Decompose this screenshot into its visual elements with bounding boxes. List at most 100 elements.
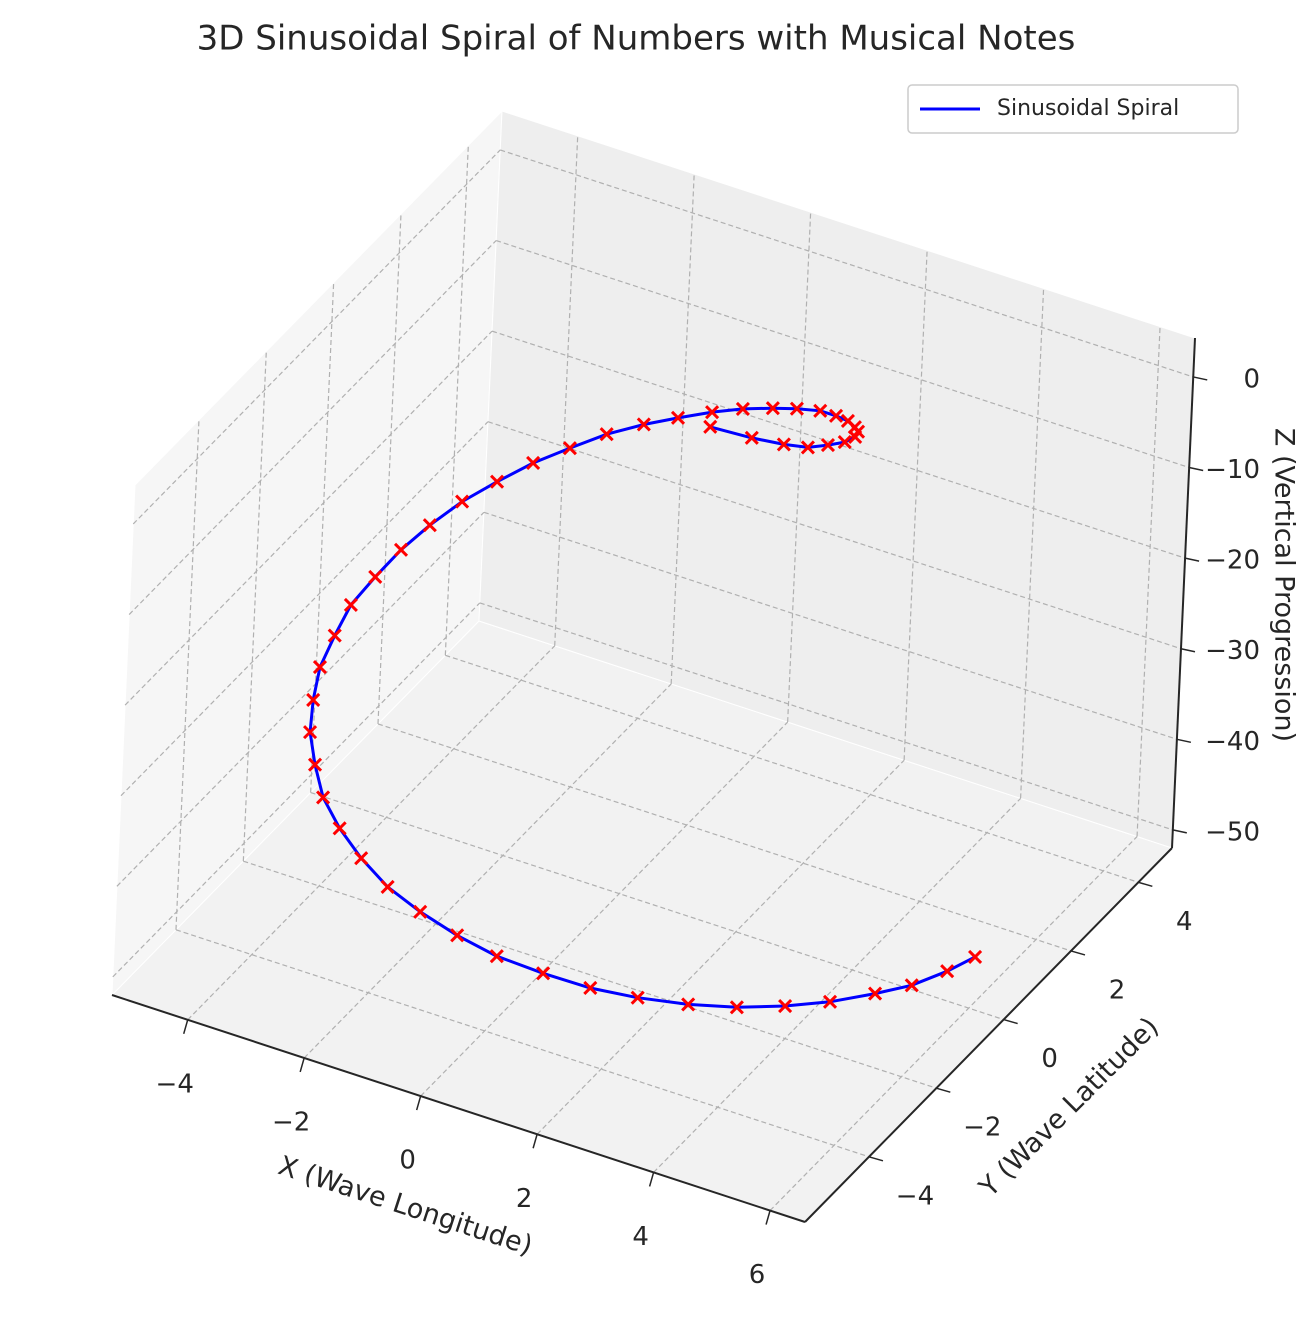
point-marker: [393, 542, 409, 557]
point-marker: [302, 725, 318, 740]
grid-line: [242, 351, 267, 862]
y-tick: [936, 1087, 951, 1093]
grid-line: [444, 145, 469, 656]
grid-line: [903, 250, 928, 761]
point-marker: [354, 851, 369, 866]
chart-title: 3D Sinusoidal Spiral of Numbers with Mus…: [197, 19, 1076, 59]
point-marker: [813, 403, 828, 418]
grid-line: [310, 791, 1004, 1021]
grid-line: [187, 645, 556, 1021]
point-marker: [800, 440, 815, 455]
point-marker: [562, 441, 577, 456]
point-marker: [413, 904, 428, 919]
y-tick-label: −2: [963, 1113, 1001, 1143]
grid-line: [1019, 288, 1045, 799]
y-tick-label: −4: [896, 1181, 934, 1211]
y-tick: [1003, 1018, 1018, 1025]
grid-line: [303, 683, 672, 1059]
z-tick: [1193, 376, 1208, 381]
grid-line: [536, 759, 905, 1135]
x-tick-label: 0: [399, 1146, 416, 1176]
x-tick: [299, 1057, 305, 1073]
grid-line: [420, 721, 789, 1097]
y-tick-label: 2: [1109, 975, 1126, 1005]
y-tick-label: 0: [1041, 1044, 1058, 1074]
point-marker: [735, 401, 750, 417]
grid-line: [787, 212, 812, 723]
legend: Sinusoidal Spiral: [907, 84, 1239, 134]
z-axis-label: Z (Vertical Progression): [1269, 428, 1297, 742]
point-marker: [904, 978, 919, 993]
point-marker: [778, 998, 793, 1014]
z-tick-label: −10: [1205, 455, 1260, 485]
point-marker: [820, 438, 836, 453]
point-marker: [789, 401, 804, 416]
grid-line: [377, 723, 1072, 952]
point-marker: [670, 410, 686, 425]
y-tick: [1070, 950, 1086, 956]
point-marker: [316, 790, 331, 805]
grid-line: [500, 149, 1194, 378]
z-tick: [1189, 466, 1204, 472]
grid-line: [670, 173, 695, 684]
grid-line: [495, 239, 1190, 469]
point-marker: [940, 964, 955, 979]
point-marker: [599, 427, 614, 442]
point-marker: [703, 419, 718, 434]
grid-line: [479, 602, 1174, 831]
z-tick-label: −40: [1205, 727, 1260, 757]
point-marker: [450, 928, 465, 943]
point-marker: [455, 494, 470, 509]
x-tick: [415, 1095, 422, 1111]
y-axis-label: Y (Wave Latitude): [973, 1011, 1165, 1203]
point-marker: [583, 980, 598, 996]
z-tick-label: −30: [1205, 636, 1260, 666]
z-tick: [1172, 829, 1187, 834]
grid-line: [554, 135, 579, 646]
grid-line: [243, 860, 937, 1089]
grid-line: [487, 421, 1182, 650]
point-marker: [327, 628, 342, 643]
x-tick: [765, 1210, 771, 1225]
point-marker: [729, 1000, 744, 1015]
point-marker: [306, 692, 321, 707]
grid-line: [653, 797, 1022, 1173]
grid-line: [128, 240, 497, 615]
point-marker: [705, 405, 720, 420]
x-tick: [648, 1172, 655, 1187]
z-tick-label: 0: [1243, 364, 1260, 394]
grid-line: [769, 836, 1138, 1211]
grid-line: [175, 929, 870, 1158]
point-marker: [636, 417, 651, 432]
y-axis: [804, 847, 1173, 1223]
point-marker: [765, 401, 780, 416]
point-marker: [868, 986, 883, 1001]
z-tick: [1184, 557, 1200, 562]
point-marker: [490, 474, 505, 489]
point-marker: [822, 994, 838, 1009]
grid-line: [120, 421, 489, 797]
grid-line: [124, 330, 493, 706]
z-tick-label: −20: [1205, 546, 1260, 576]
point-marker: [681, 997, 696, 1012]
point-marker: [489, 949, 504, 964]
legend-box: [907, 84, 1239, 134]
x-tick: [532, 1134, 538, 1149]
point-marker: [368, 569, 383, 584]
z-tick: [1180, 647, 1196, 653]
point-marker: [630, 990, 645, 1005]
point-marker: [837, 435, 852, 450]
point-marker: [307, 757, 323, 772]
point-marker: [848, 429, 863, 445]
y-tick-label: 4: [1176, 907, 1193, 937]
point-marker: [536, 966, 551, 981]
grid-line: [445, 654, 1139, 883]
point-marker: [380, 879, 395, 894]
point-marker: [828, 408, 844, 423]
point-marker: [526, 455, 541, 471]
x-tick-label: 6: [749, 1260, 766, 1290]
x-tick-label: 2: [516, 1184, 533, 1214]
grid-line: [1136, 326, 1161, 837]
z-axis: [1171, 337, 1196, 849]
